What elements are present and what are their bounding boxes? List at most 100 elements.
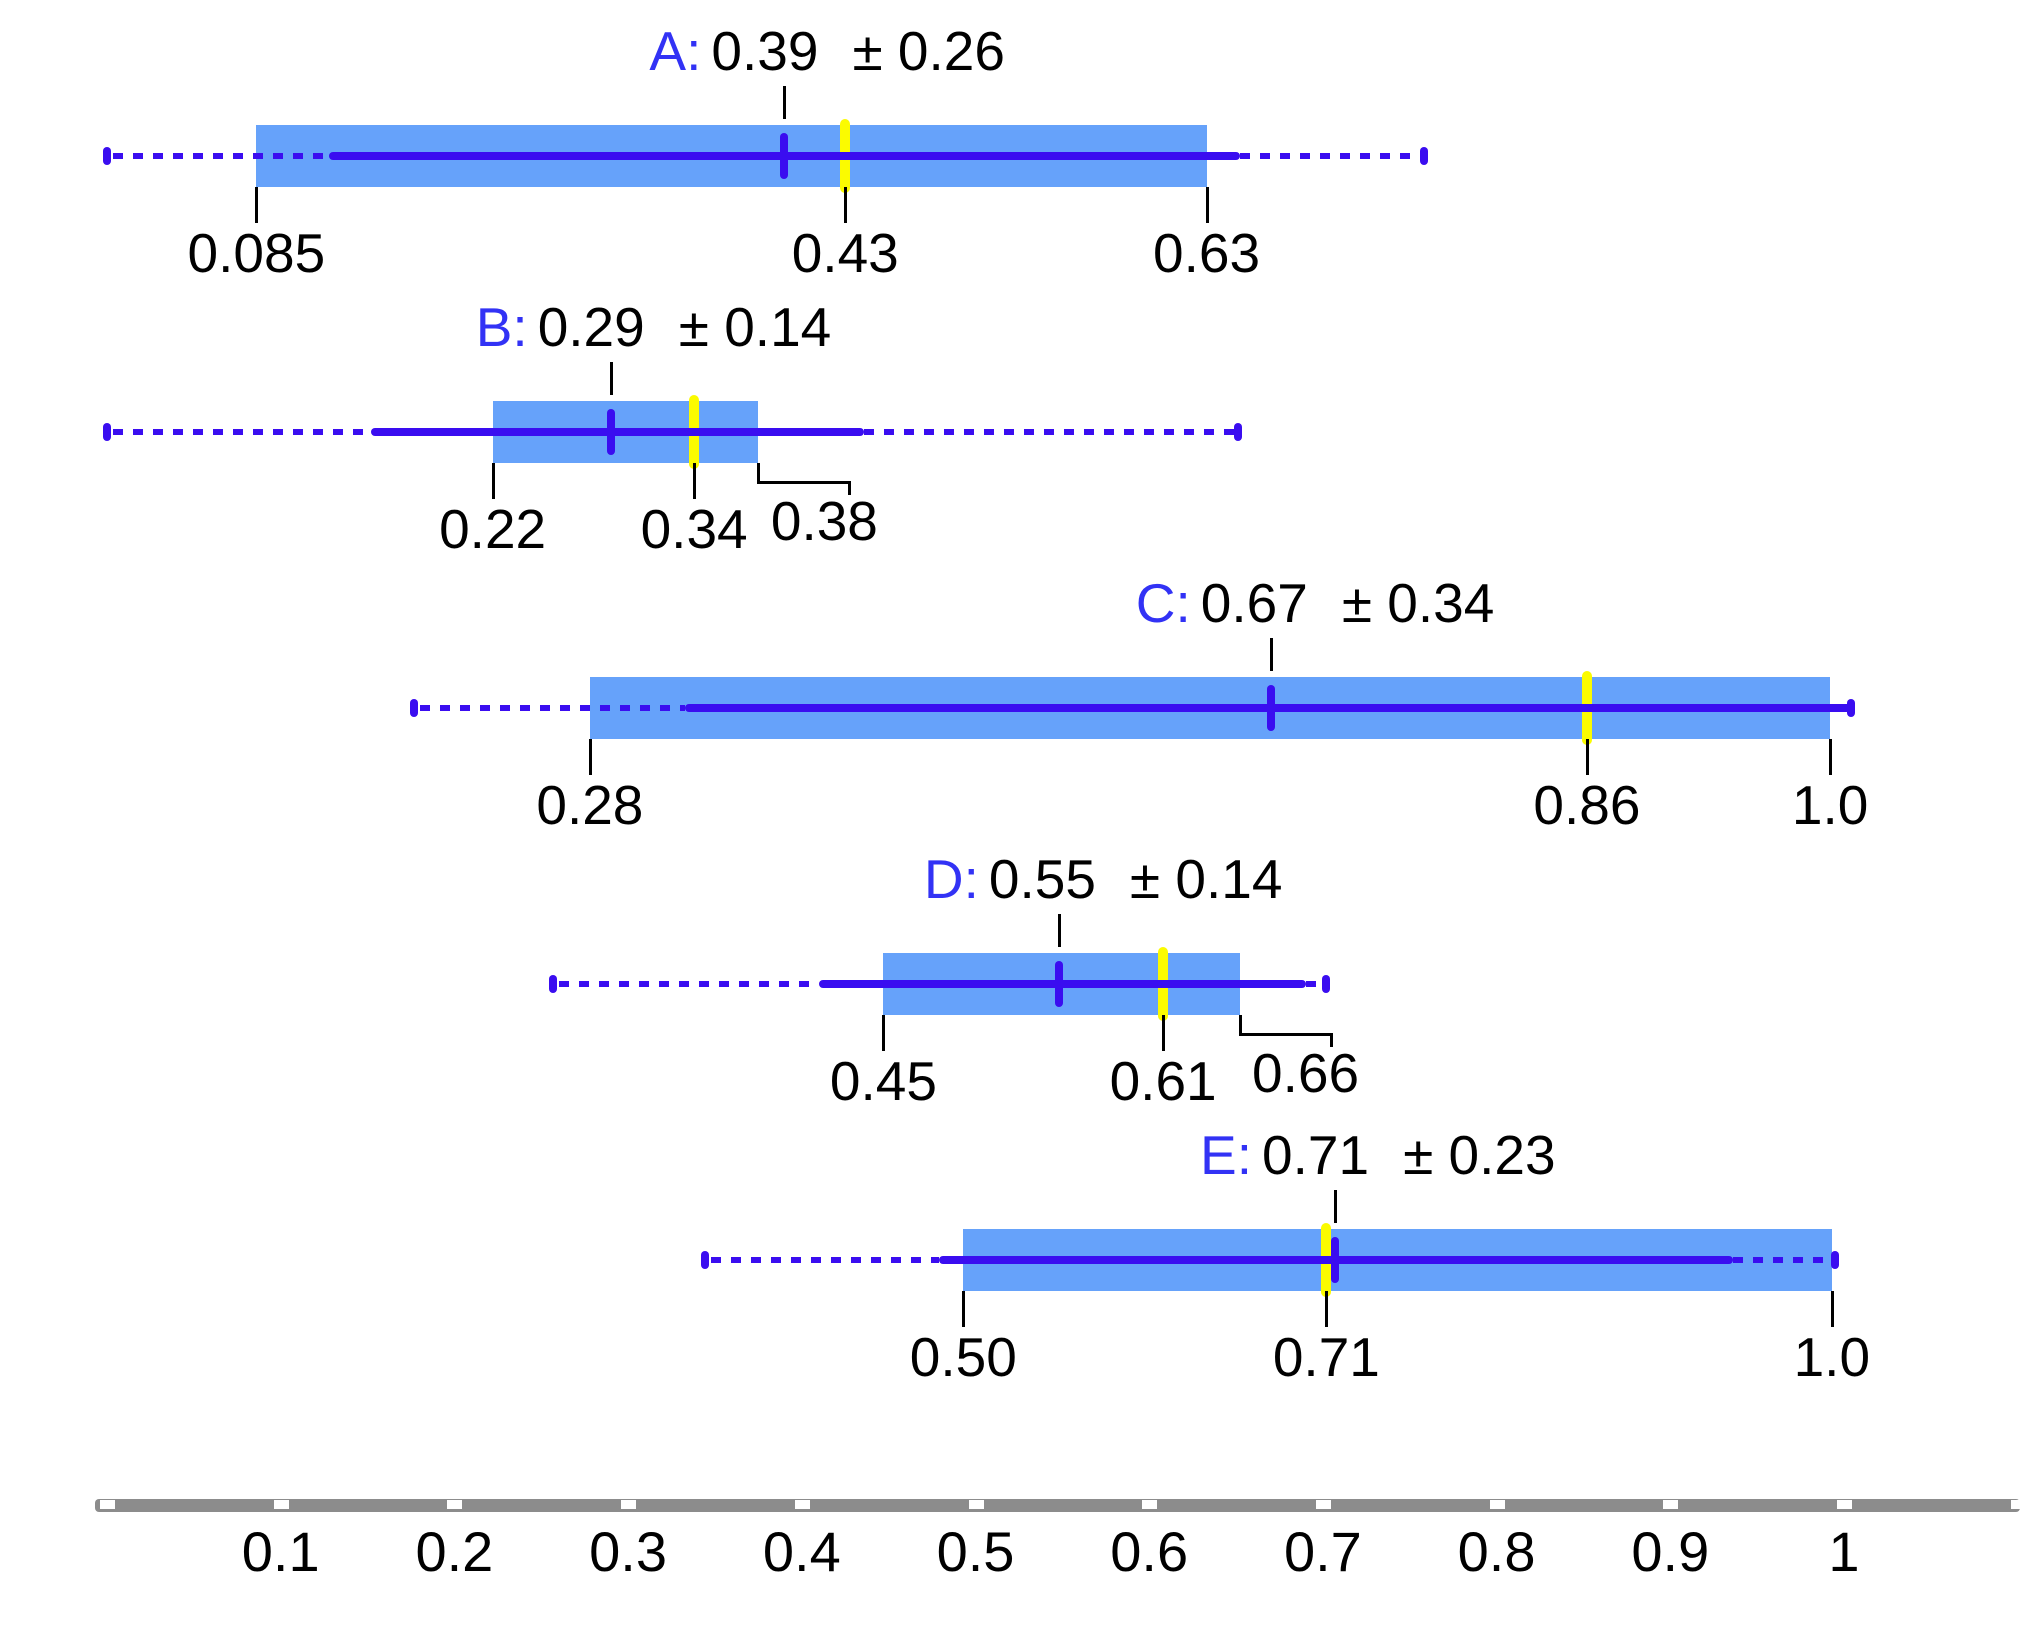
- series-mean-value: 0.39: [711, 20, 819, 82]
- value-label: 0.61: [1109, 1050, 1217, 1112]
- value-label: 0.71: [1272, 1326, 1380, 1388]
- series-letter-label: B:: [475, 296, 528, 358]
- series-letter-label: D:: [923, 848, 979, 910]
- whisker-cap-right: [1831, 1251, 1840, 1269]
- value-label: 0.43: [791, 222, 899, 284]
- series-letter-label: E:: [1200, 1124, 1253, 1186]
- axis-tick: [447, 1500, 463, 1509]
- whisker-dashed-left: [559, 981, 820, 987]
- whisker-cap-left: [103, 423, 111, 441]
- axis-tick-label: 0.4: [762, 1520, 841, 1583]
- whisker-cap-left: [410, 699, 419, 717]
- label-leader: [1830, 1291, 1834, 1327]
- value-label: 0.45: [829, 1050, 937, 1112]
- row-annotation: E: 0.71 ± 0.23: [1200, 1128, 1556, 1183]
- whisker-cap-left: [103, 147, 111, 165]
- whisker-dashed-right: [1239, 153, 1424, 159]
- axis-tick: [1142, 1500, 1158, 1509]
- label-leader: [1238, 1033, 1333, 1036]
- label-leader: [844, 187, 848, 223]
- series-mean-value: 0.67: [1200, 572, 1308, 634]
- axis-tick-label: 0.8: [1457, 1520, 1536, 1583]
- series-mean-value: 0.55: [988, 848, 1096, 910]
- whisker-dashed-left: [710, 1257, 939, 1263]
- label-leader: [255, 187, 259, 223]
- whisker-dashed-right: [1732, 1257, 1836, 1263]
- axis-tick-label: 0.5: [936, 1520, 1015, 1583]
- value-label: 0.38: [770, 490, 878, 552]
- annotation-leader: [783, 86, 787, 119]
- axis-tick: [1315, 1500, 1331, 1509]
- axis-tick: [794, 1500, 810, 1509]
- annotation-leader: [1334, 1190, 1338, 1223]
- mean-marker: [1266, 685, 1275, 731]
- whisker-solid: [371, 428, 865, 436]
- label-leader: [1162, 1015, 1166, 1051]
- label-leader: [1325, 1291, 1329, 1327]
- whisker-cap-left: [549, 975, 558, 993]
- series-mean-value: 0.29: [537, 296, 645, 358]
- whisker-cap-left: [700, 1251, 709, 1269]
- axis-tick-label: 0.1: [241, 1520, 320, 1583]
- axis-tick-label: 1: [1828, 1520, 1860, 1583]
- whisker-cap-right: [1322, 975, 1331, 993]
- label-leader: [1829, 739, 1833, 775]
- axis-tick-label: 0.7: [1283, 1520, 1362, 1583]
- whisker-cap-right: [1846, 699, 1855, 717]
- axis-tick-label: 0.3: [589, 1520, 668, 1583]
- value-label: 0.63: [1152, 222, 1261, 284]
- value-label: 0.86: [1533, 774, 1641, 836]
- label-leader: [882, 1015, 886, 1051]
- axis-tick-label: 0.9: [1631, 1520, 1710, 1583]
- series-letter-label: A:: [649, 20, 702, 82]
- annotation-leader: [1057, 914, 1061, 947]
- axis-tick: [1489, 1500, 1505, 1509]
- series-std-value: ± 0.14: [1129, 848, 1283, 910]
- label-leader: [1585, 739, 1589, 775]
- label-leader: [1329, 1033, 1333, 1047]
- series-std-value: ± 0.14: [678, 296, 832, 358]
- mean-marker: [1054, 961, 1063, 1007]
- label-leader: [757, 481, 852, 484]
- value-label: 1.0: [1791, 774, 1869, 836]
- label-leader: [1205, 187, 1209, 223]
- whisker-dashed-left: [113, 429, 372, 435]
- label-leader: [693, 463, 697, 499]
- label-leader: [491, 463, 495, 499]
- value-label: 0.085: [187, 222, 326, 284]
- series-std-value: ± 0.23: [1403, 1124, 1556, 1186]
- axis-tick-label: 0.6: [1110, 1520, 1189, 1583]
- axis-tick: [2010, 1500, 2026, 1509]
- axis-tick: [100, 1500, 115, 1509]
- row-annotation: B: 0.29 ± 0.14: [476, 300, 832, 355]
- label-leader: [962, 1291, 966, 1327]
- label-leader: [848, 481, 852, 495]
- label-leader: [588, 739, 592, 775]
- mean-marker: [1331, 1237, 1340, 1283]
- value-label: 1.0: [1793, 1326, 1871, 1388]
- series-mean-value: 0.71: [1262, 1124, 1370, 1186]
- axis-bar: [95, 1499, 2020, 1512]
- axis-tick: [968, 1500, 984, 1509]
- axis-tick: [1837, 1500, 1852, 1509]
- whisker-dashed-right: [1305, 981, 1327, 987]
- annotation-leader: [1269, 638, 1273, 671]
- axis-tick: [273, 1500, 289, 1509]
- label-leader: [1238, 1015, 1242, 1035]
- whisker-dashed-left: [420, 705, 686, 711]
- whisker-dashed-left: [113, 153, 330, 159]
- value-label: 0.22: [439, 498, 547, 560]
- series-std-value: ± 0.34: [1341, 572, 1495, 634]
- value-label: 0.66: [1251, 1042, 1360, 1104]
- value-label: 0.28: [536, 774, 644, 836]
- value-label: 0.34: [640, 498, 748, 560]
- row-annotation: D: 0.55 ± 0.14: [924, 852, 1283, 907]
- whisker-dashed-right: [864, 429, 1238, 435]
- mean-marker: [606, 409, 615, 455]
- whisker-cap-right: [1233, 423, 1242, 441]
- row-annotation: C: 0.67 ± 0.34: [1136, 576, 1495, 631]
- series-std-value: ± 0.26: [852, 20, 1005, 82]
- annotation-leader: [609, 362, 613, 395]
- axis-tick: [1663, 1500, 1679, 1509]
